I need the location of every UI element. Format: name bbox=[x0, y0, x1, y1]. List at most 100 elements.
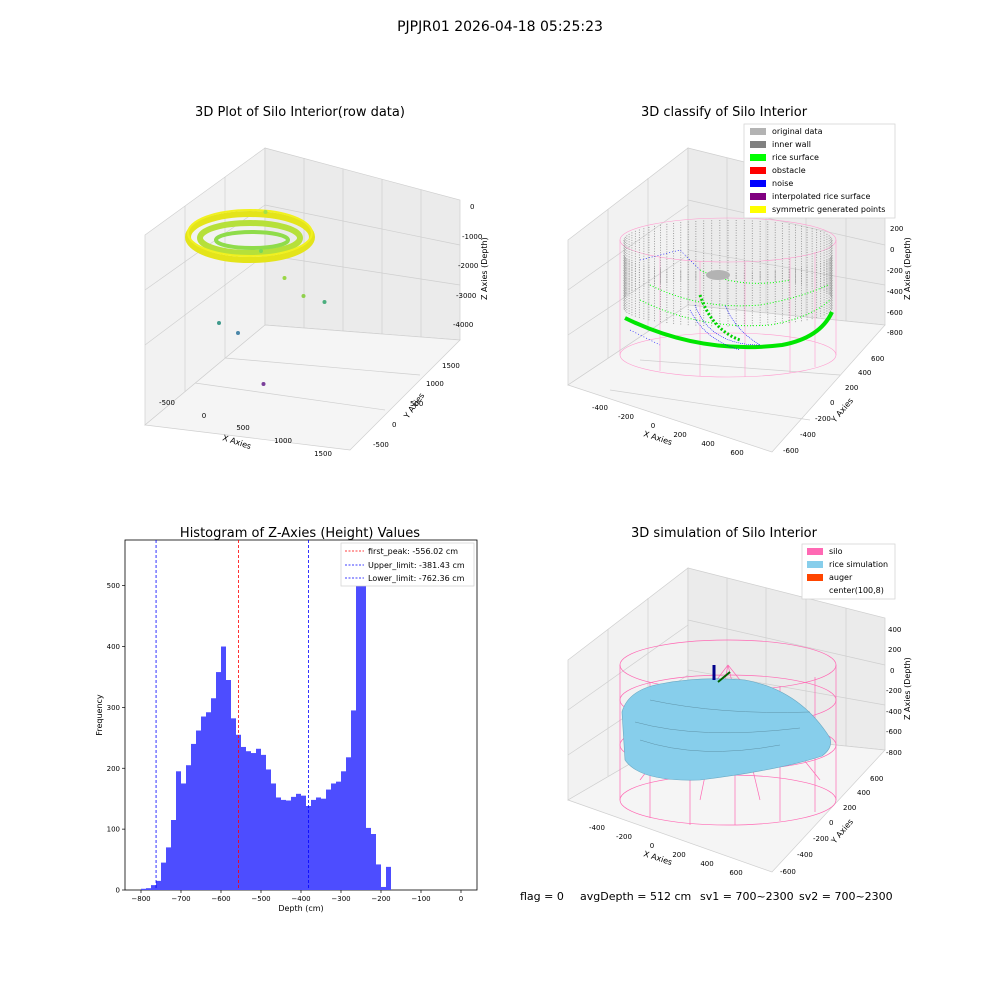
raw-z-axis-label: Z Axies (Depth) bbox=[480, 237, 489, 300]
simulation-z-tick: 0 bbox=[890, 667, 894, 675]
raw-z-tick: -4000 bbox=[453, 321, 473, 329]
histogram-bar bbox=[341, 771, 346, 890]
panel-histogram: Histogram of Z-Axies (Height) Values −80… bbox=[95, 526, 478, 913]
raw-x-tick: 1500 bbox=[314, 450, 332, 458]
raw-x-tick: -500 bbox=[159, 399, 175, 407]
classify-x-tick: 400 bbox=[701, 440, 714, 448]
simulation-z-tick: -400 bbox=[886, 708, 902, 716]
simulation-z-tick: 200 bbox=[888, 646, 901, 654]
classify-x-tick: -200 bbox=[618, 413, 634, 421]
histogram-y-tick-label: 200 bbox=[107, 765, 120, 773]
classify-x-tick: -400 bbox=[592, 404, 608, 412]
histogram-bar bbox=[241, 746, 246, 890]
raw-ring bbox=[185, 209, 315, 263]
raw-x-tick: 0 bbox=[202, 412, 206, 420]
histogram-bar bbox=[386, 866, 391, 890]
simulation-x-tick: -200 bbox=[616, 833, 632, 841]
histogram-y-tick-label: 300 bbox=[107, 704, 120, 712]
simulation-y-tick: -400 bbox=[797, 851, 813, 859]
histogram-bar bbox=[196, 730, 201, 890]
histogram-x-tick-label: 0 bbox=[459, 895, 463, 903]
inner-wall-points bbox=[623, 220, 833, 328]
histogram-bar bbox=[211, 698, 216, 890]
histogram-bar bbox=[276, 797, 281, 890]
histogram-bar bbox=[346, 757, 351, 890]
histogram-bar bbox=[301, 795, 306, 890]
raw-y-tick: -500 bbox=[373, 441, 389, 449]
histogram-bar bbox=[316, 797, 321, 890]
classify-z-tick: -600 bbox=[887, 309, 903, 317]
legend-inner-wall: inner wall bbox=[772, 140, 811, 149]
classify-y-tick: -600 bbox=[783, 447, 799, 455]
simulation-y-tick: 600 bbox=[870, 775, 883, 783]
classify-y-tick: 600 bbox=[871, 355, 884, 363]
simulation-z-axis-label: Z Axies (Depth) bbox=[903, 657, 912, 720]
classify-z-tick: -800 bbox=[887, 329, 903, 337]
simulation-x-tick: 200 bbox=[672, 851, 685, 859]
histogram-bar bbox=[256, 748, 261, 890]
histogram-bar bbox=[216, 672, 221, 890]
legend-original-data: original data bbox=[772, 127, 823, 136]
histogram-y-tick-label: 100 bbox=[107, 826, 120, 834]
rice-surface-points bbox=[624, 269, 834, 350]
histogram-bar bbox=[166, 847, 171, 890]
legend-auger: auger bbox=[829, 573, 853, 582]
raw-outlier-point bbox=[217, 321, 221, 325]
histogram-bar bbox=[206, 712, 211, 890]
histogram-bar bbox=[361, 558, 366, 890]
simulation-x-tick: 0 bbox=[650, 842, 654, 850]
histogram-y-axis-label: Frequency bbox=[95, 694, 104, 736]
histogram-bar bbox=[191, 743, 196, 890]
histogram-bar bbox=[271, 783, 276, 890]
classify-z-tick: 200 bbox=[890, 225, 903, 233]
legend-upper-limit: Upper_limit: -381.43 cm bbox=[368, 561, 465, 570]
histogram-reference-lines bbox=[155, 540, 309, 890]
histogram-x-axis-label: Depth (cm) bbox=[278, 904, 323, 913]
histogram-bar bbox=[146, 888, 151, 890]
histogram-bar bbox=[176, 771, 181, 890]
flag-status: flag = 0 bbox=[520, 890, 564, 903]
classify-y-tick: -400 bbox=[800, 431, 816, 439]
histogram-y-tick-label: 400 bbox=[107, 643, 120, 651]
raw-outlier-point bbox=[261, 382, 266, 386]
histogram-x-tick-label: −200 bbox=[371, 895, 390, 903]
histogram-bar bbox=[281, 799, 286, 890]
histogram-bar bbox=[356, 570, 361, 890]
sv2-status: sv2 = 700~2300 bbox=[799, 890, 893, 903]
simulation-y-tick: 400 bbox=[857, 789, 870, 797]
panel-raw-3d: 3D Plot of Silo Interior(row data) -500 … bbox=[144, 105, 489, 458]
panel-classify-3d: 3D classify of Silo Interior bbox=[567, 105, 912, 457]
raw-outlier-point bbox=[322, 300, 327, 304]
simulation-z-tick: -200 bbox=[886, 687, 902, 695]
classify-z-axis-label: Z Axies (Depth) bbox=[903, 237, 912, 300]
histogram-bar bbox=[266, 769, 271, 890]
simulation-x-axis-label: X Axies bbox=[642, 849, 673, 867]
histogram-title: Histogram of Z-Axies (Height) Values bbox=[180, 526, 420, 541]
simulation-x-tick: 600 bbox=[729, 869, 742, 877]
simulation-y-tick: 0 bbox=[829, 819, 833, 827]
rice-simulation-surface bbox=[621, 678, 831, 781]
auger-marker bbox=[717, 671, 731, 683]
panel-raw-title: 3D Plot of Silo Interior(row data) bbox=[195, 105, 405, 120]
histogram-bar bbox=[141, 888, 146, 890]
classify-x-axis-label: X Axies bbox=[642, 429, 673, 447]
histogram-bar bbox=[226, 680, 231, 890]
simulation-x-tick: 400 bbox=[700, 860, 713, 868]
histogram-bar bbox=[261, 754, 266, 890]
simulation-x-tick: -400 bbox=[589, 824, 605, 832]
histogram-y-tick-label: 500 bbox=[107, 582, 120, 590]
histogram-bar bbox=[251, 753, 256, 890]
noise-points bbox=[629, 249, 762, 351]
legend-center: center(100,8) bbox=[829, 586, 884, 595]
histogram-x-tick-label: −300 bbox=[331, 895, 350, 903]
panel-classify-title: 3D classify of Silo Interior bbox=[641, 105, 808, 120]
histogram-x-tick-label: −800 bbox=[131, 895, 150, 903]
histogram-bar bbox=[231, 718, 236, 890]
histogram-bar bbox=[201, 716, 206, 890]
simulation-y-tick: -200 bbox=[813, 835, 829, 843]
raw-outlier-point bbox=[259, 249, 263, 253]
histogram-bar bbox=[331, 783, 336, 890]
histogram-x-ticks: −800 −700 −600 −500 −400 −300 −200 −100 0 bbox=[131, 890, 463, 903]
histogram-bar bbox=[161, 862, 166, 890]
